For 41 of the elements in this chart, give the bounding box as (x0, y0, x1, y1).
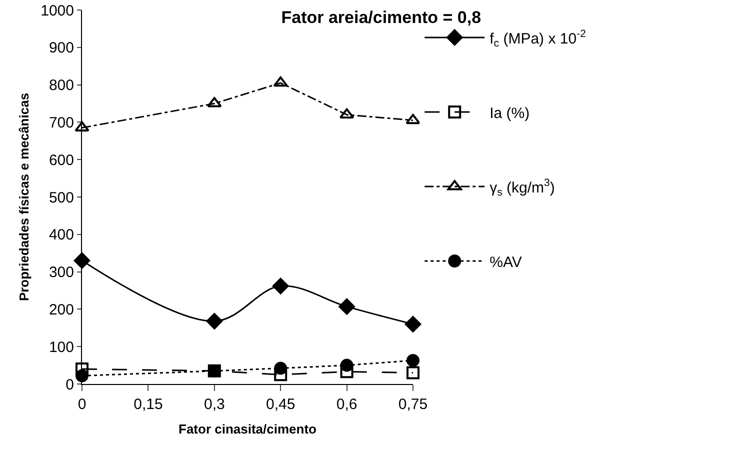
point (272, 278, 289, 294)
x-tick-label: 0,6 (336, 396, 358, 413)
legend-label: γ$_{s}$ (kg/m$^{3}$) (490, 177, 555, 198)
point (404, 316, 422, 332)
x-axis-title: Fator cinasita/cimento (178, 422, 317, 437)
y-tick-label: 900 (48, 40, 74, 57)
point (340, 365, 354, 378)
point (74, 252, 90, 269)
legend-label: Ia (%) (490, 104, 530, 122)
y-tick-label: 200 (48, 301, 74, 318)
x-tick-label: 0,75 (398, 396, 428, 413)
point (340, 358, 354, 372)
y-tick-label: 800 (48, 77, 74, 94)
point (207, 97, 222, 108)
legend-label: %AV (490, 254, 522, 271)
point (406, 366, 420, 380)
point (406, 354, 420, 367)
point (406, 114, 420, 124)
point (274, 368, 288, 382)
x-tick-label: 0 (78, 396, 86, 413)
point (274, 362, 288, 375)
point (74, 121, 90, 132)
point (338, 298, 355, 315)
y-tick-label: 300 (48, 264, 74, 282)
y-axis-title: Propriedades físicas e mecânicas (16, 92, 32, 302)
point (206, 313, 223, 330)
y-tick-label: 1000 (40, 2, 74, 20)
y-tick-label: 600 (48, 152, 74, 169)
point (273, 76, 288, 87)
y-tick-label: 700 (48, 114, 74, 132)
y-tick-label: 500 (48, 189, 74, 206)
x-tick-label: 0,15 (134, 396, 163, 413)
chart-title: Fator areia/cimento = 0,8 (281, 8, 482, 28)
point (76, 369, 88, 382)
point (76, 362, 88, 376)
legend-label: f$_{c}$ (MPa) x 10$^{-2}$ (490, 28, 586, 50)
x-tick-label: 0,45 (266, 396, 296, 413)
x-tick-label: 0,3 (204, 396, 225, 413)
y-tick-label: 0 (66, 376, 74, 394)
y-tick-label: 400 (48, 226, 74, 244)
y-tick-label: 100 (48, 338, 74, 356)
